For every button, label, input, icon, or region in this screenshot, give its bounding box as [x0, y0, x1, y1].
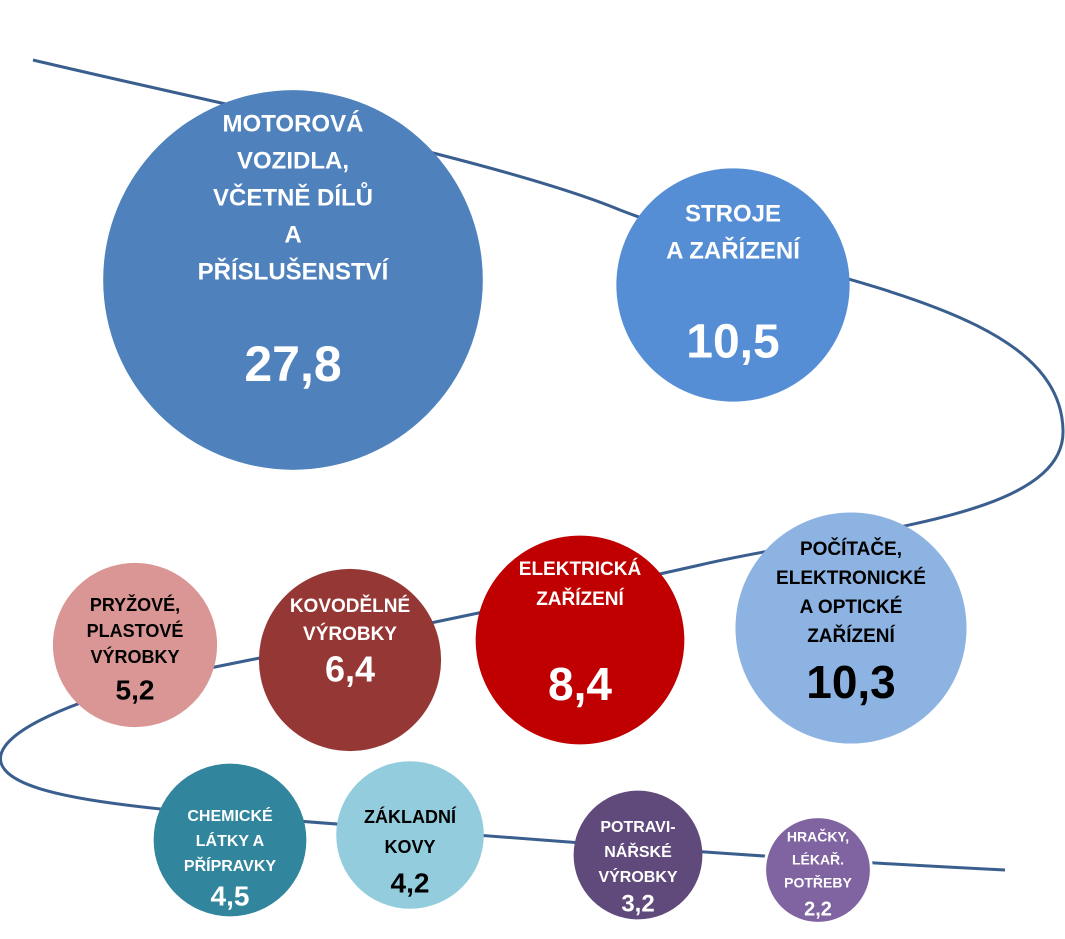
value-label: 10,5	[686, 316, 779, 369]
bubble	[153, 763, 307, 917]
value-label: 6,4	[325, 649, 375, 690]
bubble-label: ELEKTRICKÁ	[519, 558, 642, 580]
bubble	[735, 512, 967, 744]
bubble-label: PŘÍPRAVKY	[184, 856, 276, 875]
bubble	[475, 535, 685, 745]
bubble-label: POČÍTAČE,	[800, 538, 902, 560]
bubble-label: VČETNĚ DÍLŮ	[213, 181, 373, 211]
bubble-label: CHEMICKÉ	[187, 806, 273, 825]
bubble-label: LÁTKY A	[196, 831, 265, 850]
bubble-label: STROJE	[685, 200, 781, 227]
value-label: 10,3	[806, 656, 896, 708]
bubble-label: A OPTICKÉ	[800, 596, 903, 618]
bubble-label: ZAŘÍZENÍ	[536, 588, 624, 610]
bubble-label: VÝROBKY	[598, 867, 677, 886]
value-label: 27,8	[244, 336, 341, 392]
bubble	[258, 568, 442, 752]
bubble	[763, 815, 873, 925]
bubble-label: LÉKAŘ.	[792, 851, 844, 868]
value-label: 3,2	[621, 890, 654, 917]
bubble-label: KOVY	[384, 837, 435, 857]
bubble-label: A	[284, 221, 301, 248]
value-label: 8,4	[548, 658, 612, 710]
value-label: 2,2	[804, 898, 832, 920]
bubble-label: HRAČKY,	[787, 828, 849, 845]
bubble	[103, 90, 483, 470]
value-label: 4,5	[211, 880, 250, 911]
value-label: 5,2	[116, 674, 155, 705]
bubble-label: ELEKTRONICKÉ	[776, 567, 926, 589]
bubble-label: PŘÍSLUŠENSTVÍ	[198, 257, 390, 285]
bubble-label: ZÁKLADNÍ	[364, 806, 457, 827]
bubble-label: VOZIDLA,	[237, 147, 349, 174]
bubble-label: A ZAŘÍZENÍ	[666, 236, 801, 264]
value-label: 4,2	[391, 867, 430, 898]
bubble-label: PRYŽOVÉ,	[90, 594, 180, 615]
bubble-label: MOTOROVÁ	[223, 109, 364, 137]
bubble-label: KOVODĚLNÉ	[290, 595, 410, 617]
bubble	[336, 761, 484, 909]
bubble	[616, 168, 850, 402]
bubble-label: POTRAVI-	[600, 819, 675, 836]
bubble	[52, 562, 218, 728]
bubble-label: POTŘEBY	[784, 874, 852, 891]
bubble-label: VÝROBKY	[90, 646, 179, 667]
bubble	[573, 790, 703, 920]
bubble-label: PLASTOVÉ	[87, 620, 184, 641]
bubble-label: ZAŘÍZENÍ	[807, 625, 895, 647]
bubble-label: VÝROBKY	[303, 623, 397, 645]
bubble-label: NÁŘSKÉ	[604, 842, 672, 861]
